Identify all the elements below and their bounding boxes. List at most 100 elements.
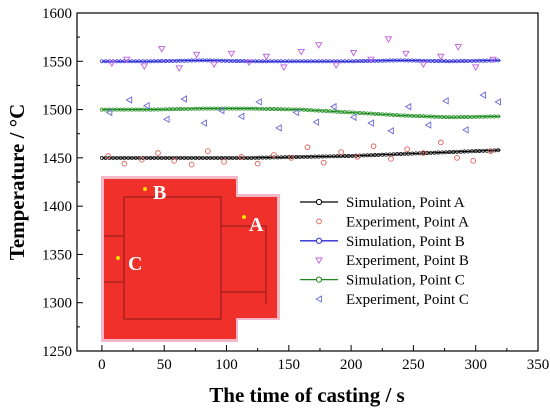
series-line-marker xyxy=(481,58,486,63)
data-point xyxy=(489,56,497,64)
series-line-marker xyxy=(245,155,250,160)
series-2 xyxy=(99,58,501,64)
series-line-marker xyxy=(219,58,224,63)
series-line-marker xyxy=(167,107,172,112)
data-point xyxy=(332,62,340,70)
data-point xyxy=(402,50,410,58)
series-line-marker xyxy=(260,59,265,64)
series-line-marker xyxy=(425,58,430,63)
legend-label: Simulation, Point C xyxy=(346,273,465,289)
data-point xyxy=(175,65,183,72)
data-point xyxy=(338,149,344,155)
series-line-marker xyxy=(189,155,194,160)
series-line-marker xyxy=(470,58,474,63)
series-line-marker xyxy=(458,115,463,120)
data-point xyxy=(271,152,277,158)
series-line-marker xyxy=(118,155,123,160)
x-tick-label: 200 xyxy=(340,357,363,373)
series-line-marker xyxy=(320,59,325,64)
data-point xyxy=(200,119,207,127)
series-line-marker xyxy=(376,112,381,117)
legend-marker xyxy=(315,276,323,283)
series-line-marker xyxy=(260,106,265,111)
series-line-marker xyxy=(111,155,116,160)
series-0 xyxy=(99,148,501,160)
series-line-marker xyxy=(477,149,482,153)
series-line-marker xyxy=(129,107,134,112)
y-tick-label: 1300 xyxy=(42,296,72,312)
series-line-marker xyxy=(234,59,239,63)
series-line-marker xyxy=(327,109,332,114)
y-tick-label: 1450 xyxy=(42,151,72,167)
data-point xyxy=(420,150,427,156)
series-line-marker xyxy=(185,106,190,111)
data-point xyxy=(370,143,377,150)
series-line-marker xyxy=(208,155,213,160)
series-line-marker xyxy=(182,155,187,160)
data-point xyxy=(108,60,116,68)
series-line-marker xyxy=(432,114,437,119)
series-line-marker xyxy=(466,58,471,63)
series-line-marker xyxy=(361,153,366,158)
series-line-marker xyxy=(451,59,456,64)
series-line-marker xyxy=(298,59,302,64)
x-tick-label: 350 xyxy=(527,357,550,373)
series-line-marker xyxy=(223,58,228,63)
x-tick-label: 100 xyxy=(215,357,238,373)
series-line-marker xyxy=(230,58,235,63)
series-line-marker xyxy=(421,114,426,119)
data-point xyxy=(204,148,211,154)
series-line-marker xyxy=(200,106,205,111)
series-3 xyxy=(108,36,497,72)
series-line-marker xyxy=(443,59,448,64)
data-point xyxy=(297,48,306,56)
series-line-marker xyxy=(129,155,134,160)
series-line-marker xyxy=(271,155,276,160)
series-line-marker xyxy=(200,58,205,63)
series-line-marker xyxy=(313,108,317,113)
series-line-marker xyxy=(268,107,273,111)
series-line-marker xyxy=(148,107,153,112)
series-line-marker xyxy=(384,112,388,117)
series-line-marker xyxy=(260,155,265,160)
series-line-marker xyxy=(440,115,445,119)
series-line-marker xyxy=(342,154,347,158)
data-point xyxy=(314,42,323,49)
series-line-marker xyxy=(99,59,104,64)
series-line-marker xyxy=(249,106,254,111)
data-point xyxy=(245,59,253,67)
series-line-marker xyxy=(398,58,403,63)
series-line-marker xyxy=(148,59,153,64)
series-line-marker xyxy=(462,59,467,63)
series-line-marker xyxy=(114,59,119,64)
series-line-marker xyxy=(391,152,396,157)
data-point xyxy=(280,64,288,71)
series-line-marker xyxy=(256,106,261,111)
data-point xyxy=(237,112,245,121)
series-line-marker xyxy=(238,59,243,64)
series-line-marker xyxy=(189,106,194,111)
x-tick-label: 0 xyxy=(98,357,106,373)
series-line-marker xyxy=(346,59,351,64)
data-point xyxy=(121,160,128,167)
series-line-marker xyxy=(230,106,235,111)
data-point xyxy=(367,56,375,64)
series-line-marker xyxy=(212,106,217,111)
series-line-marker xyxy=(141,59,145,64)
series-line-marker xyxy=(264,106,269,111)
legend-entry: Simulation, Point A xyxy=(300,195,465,211)
series-line-marker xyxy=(342,59,347,64)
series-line-marker xyxy=(339,59,344,64)
series-line-marker xyxy=(268,59,273,64)
series-line-marker xyxy=(496,148,501,153)
series-line-marker xyxy=(387,152,392,157)
series-line-marker xyxy=(488,114,493,119)
data-point xyxy=(157,46,166,53)
series-line-marker xyxy=(342,110,347,115)
series-line-marker xyxy=(380,152,385,157)
series-line-marker xyxy=(174,58,179,63)
series-line-marker xyxy=(152,107,157,112)
series-line-marker xyxy=(178,155,183,160)
y-tick-label: 1400 xyxy=(42,199,72,215)
